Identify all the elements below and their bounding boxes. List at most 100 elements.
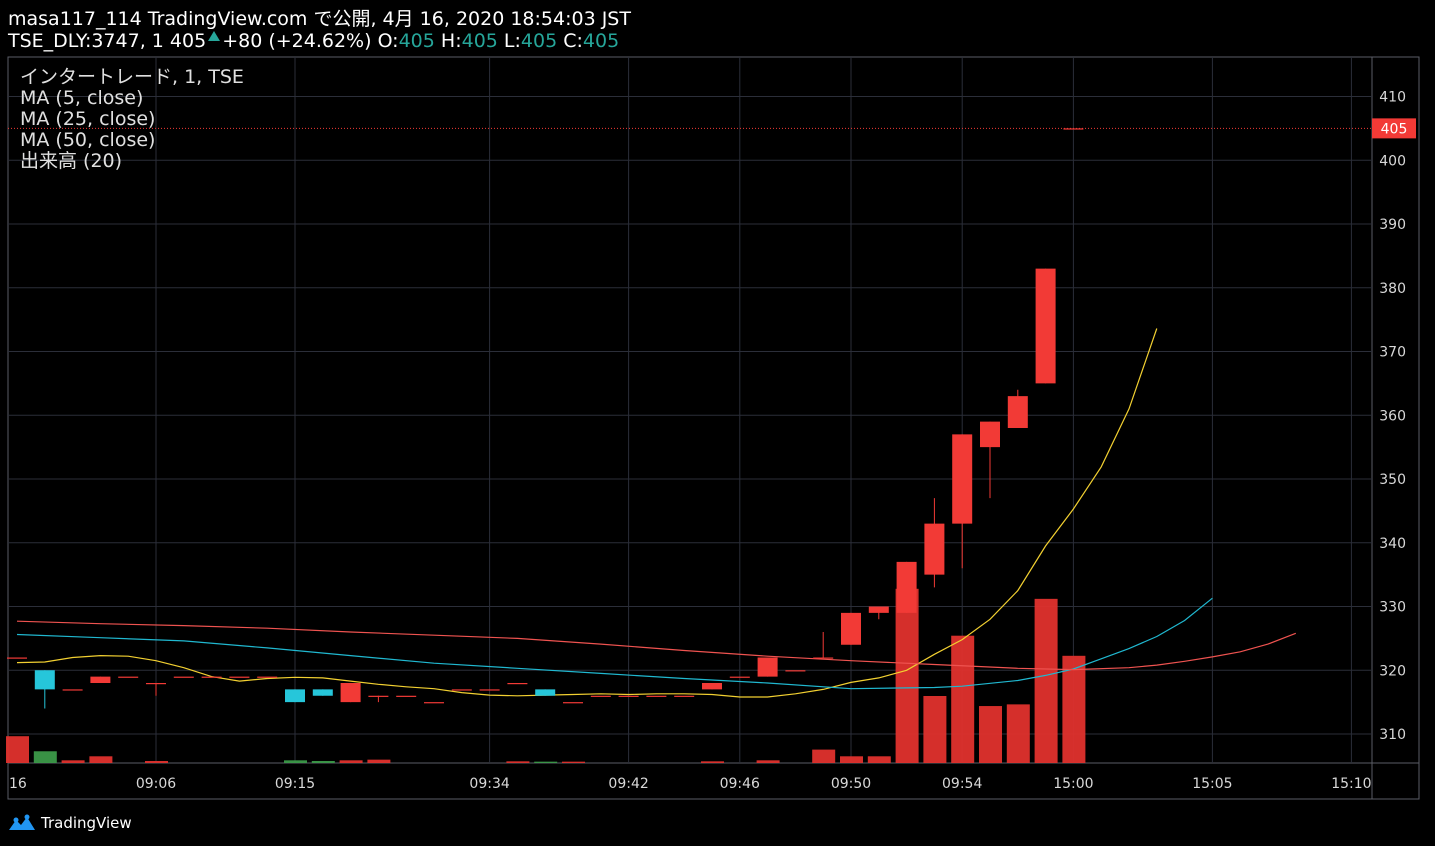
candle-body xyxy=(173,676,194,678)
brand-name: TradingView xyxy=(41,814,132,832)
x-tick-label: 09:42 xyxy=(608,776,648,792)
candle-body xyxy=(841,612,861,645)
volume-bar xyxy=(812,749,836,763)
volume-bar xyxy=(89,756,113,763)
volume-bar xyxy=(951,635,975,763)
candle-body xyxy=(146,683,166,685)
volume-bar xyxy=(284,760,307,763)
publish-info: masa117_114 TradingView.com で公開, 4月 16, … xyxy=(8,8,631,30)
candle-body xyxy=(118,676,139,678)
candle-body xyxy=(1035,268,1056,384)
y-tick-label: 310 xyxy=(1379,727,1406,743)
volume-bar xyxy=(979,706,1002,763)
candle-body xyxy=(646,695,667,697)
chart-legend: インタートレード, 1, TSE MA (5, close) MA (25, c… xyxy=(20,67,244,172)
low-value: 405 xyxy=(520,30,558,52)
volume-bar xyxy=(867,756,891,763)
candle-body xyxy=(813,657,834,659)
x-tick-label: 09:15 xyxy=(275,776,315,792)
volume-bar xyxy=(1062,655,1086,763)
candle-body xyxy=(868,606,889,613)
y-tick-label: 340 xyxy=(1379,536,1406,552)
candle-body xyxy=(451,689,472,691)
x-tick-label: 09:46 xyxy=(720,776,760,792)
volume-bar xyxy=(534,761,558,763)
y-tick-label: 350 xyxy=(1379,472,1406,488)
candle-body xyxy=(1063,128,1084,130)
volume-bar xyxy=(923,696,947,763)
y-tick-label: 360 xyxy=(1379,408,1406,424)
volume-bar xyxy=(311,760,335,763)
y-tick-label: 380 xyxy=(1379,281,1406,297)
volume-bar xyxy=(1034,598,1058,763)
high-label: H: xyxy=(440,30,462,52)
legend-symbol[interactable]: インタートレード, 1, TSE xyxy=(20,66,244,88)
legend-ma50[interactable]: MA (50, close) xyxy=(20,129,156,151)
candle-body xyxy=(201,676,222,678)
volume-bar xyxy=(145,760,168,763)
tradingview-brand[interactable]: TradingView xyxy=(8,812,132,834)
y-tick-label: 390 xyxy=(1379,217,1406,233)
candle-body xyxy=(563,702,583,704)
volume-bar xyxy=(562,761,585,763)
volume-bar xyxy=(506,761,530,763)
symbol-label: TSE_DLY:3747, 1 xyxy=(8,30,164,52)
volume-bar xyxy=(61,760,85,763)
x-tick-label: 09:54 xyxy=(942,776,982,792)
y-tick-label: 410 xyxy=(1379,90,1406,106)
y-tick-label: 370 xyxy=(1379,345,1406,361)
candle-body xyxy=(757,657,778,677)
candle-body xyxy=(229,676,250,678)
x-tick-label: 15:05 xyxy=(1192,776,1232,792)
candle-body xyxy=(34,670,55,690)
candle-body xyxy=(285,689,305,703)
candle-body xyxy=(729,676,750,678)
low-label: L: xyxy=(503,30,521,52)
legend-volume[interactable]: 出来高 (20) xyxy=(20,150,123,172)
chart-frame xyxy=(7,56,1420,800)
tradingview-logo-icon xyxy=(9,814,35,830)
ma-line-2 xyxy=(16,620,1297,671)
candle-body xyxy=(7,657,27,659)
volume-bar xyxy=(339,760,363,763)
candle-body xyxy=(952,434,973,524)
candle-body xyxy=(618,695,639,697)
candle-body xyxy=(396,695,417,697)
x-tick-label: 15:10 xyxy=(1331,776,1371,792)
candle-body xyxy=(368,695,389,697)
volume-bar xyxy=(1006,704,1030,763)
candle-body xyxy=(62,689,83,691)
candle-body xyxy=(1007,396,1028,428)
candle-body xyxy=(257,676,278,678)
candle-body xyxy=(674,695,695,697)
candle-body xyxy=(340,683,361,703)
y-tick-label: 320 xyxy=(1379,663,1406,679)
candle-body xyxy=(312,689,333,696)
last-price-tag xyxy=(1372,118,1416,139)
candle-body xyxy=(424,702,444,704)
x-tick-label: 09:06 xyxy=(136,776,176,792)
candle-body xyxy=(980,421,1000,448)
x-tick-label: 16 xyxy=(9,776,27,792)
candle-body xyxy=(785,670,806,672)
volume-bar xyxy=(756,760,780,763)
close-label: C: xyxy=(563,30,583,52)
x-tick-label: 09:34 xyxy=(469,776,509,792)
legend-ma25[interactable]: MA (25, close) xyxy=(20,108,156,130)
volume-bar xyxy=(367,759,391,763)
candle-body xyxy=(590,695,611,697)
y-tick-label: 400 xyxy=(1379,153,1406,169)
candle-body xyxy=(507,683,528,685)
candle-body xyxy=(90,676,111,683)
symbol-info: TSE_DLY:3747, 1 405 +80 (+24.62%) O:405 H… xyxy=(8,30,619,52)
volume-bar xyxy=(6,736,29,763)
legend-ma5[interactable]: MA (5, close) xyxy=(20,87,144,109)
candle-body xyxy=(924,523,945,575)
open-value: 405 xyxy=(398,30,435,52)
last-price-tag-label: 405 xyxy=(1381,121,1408,137)
x-tick-label: 09:50 xyxy=(831,776,871,792)
x-tick-label: 15:00 xyxy=(1053,776,1093,792)
volume-bar xyxy=(840,756,863,763)
volume-bar xyxy=(33,751,57,763)
